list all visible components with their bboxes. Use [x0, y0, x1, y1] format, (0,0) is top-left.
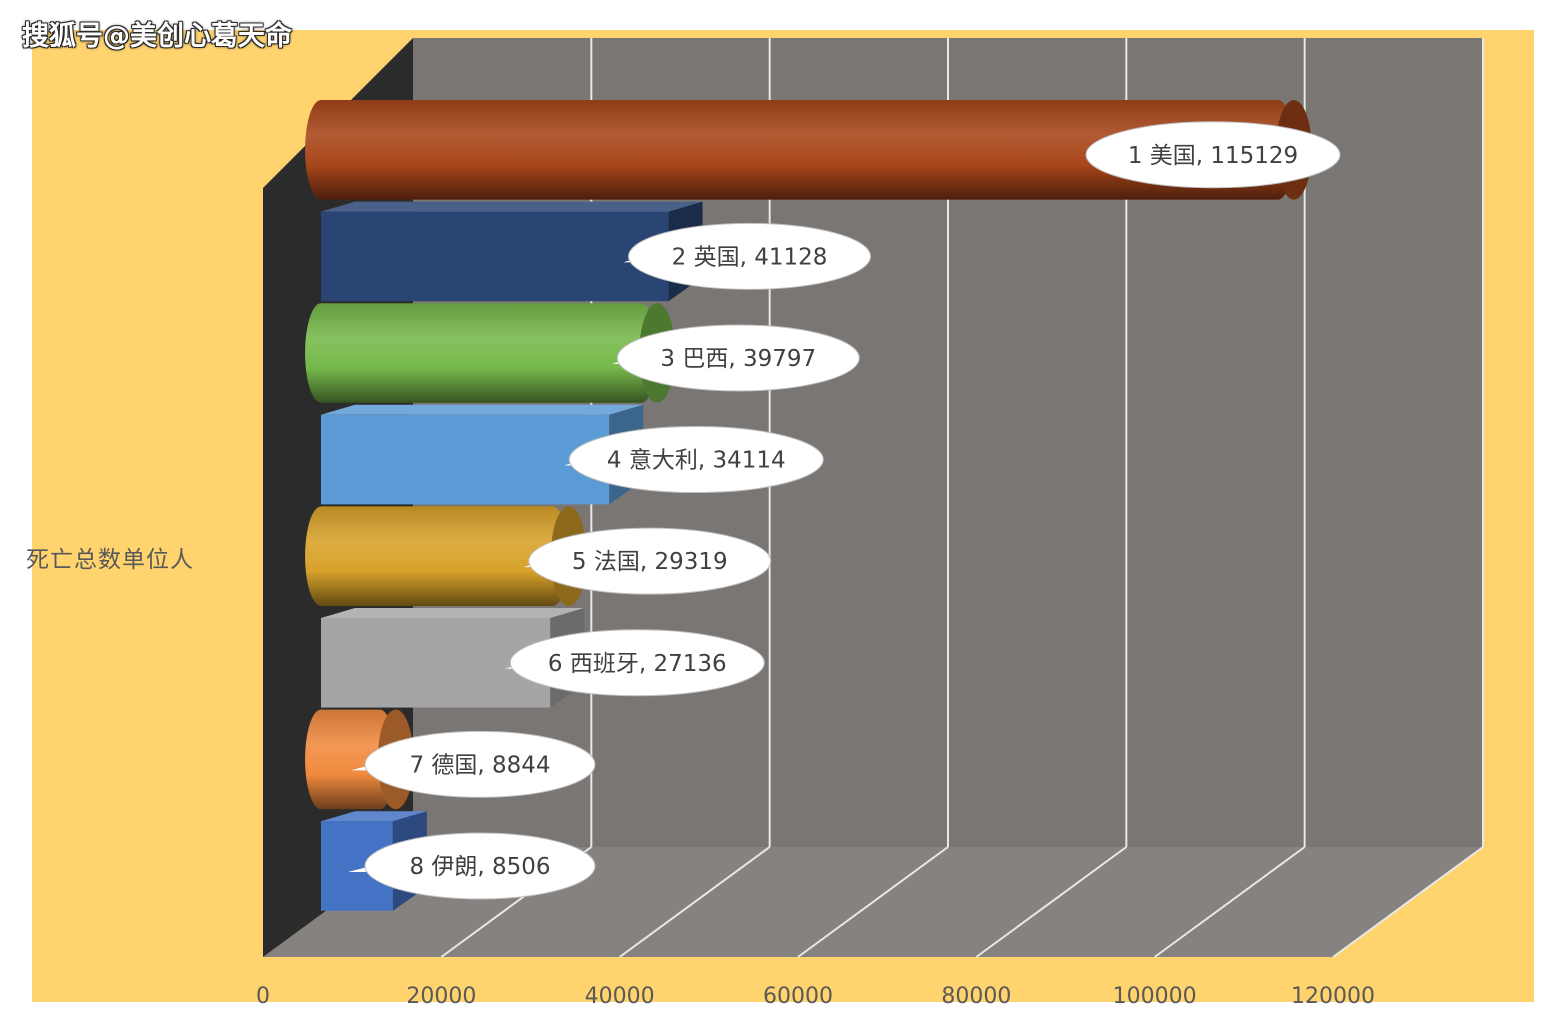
bar-front — [321, 211, 669, 302]
bar-top — [321, 811, 427, 822]
gridline — [619, 846, 771, 958]
watermark: 搜狐号@美创心葛天命 — [22, 21, 292, 52]
data-label-text: 3 巴西, 39797 — [660, 346, 816, 372]
data-label-bubble — [528, 527, 772, 595]
x-tick-label: 40000 — [585, 984, 655, 1009]
data-label-text: 4 意大利, 34114 — [607, 448, 786, 474]
gridline — [1154, 846, 1306, 958]
bar-body — [305, 506, 569, 606]
data-label: 7 德国, 8844 — [350, 730, 596, 798]
bar-top — [321, 201, 703, 212]
data-label: 6 西班牙, 27136 — [505, 629, 765, 697]
x-tick-label: 80000 — [941, 984, 1011, 1009]
data-label-text: 8 伊朗, 8506 — [409, 854, 550, 880]
data-label-text: 7 德国, 8844 — [409, 752, 550, 778]
data-label-bubble — [364, 730, 596, 798]
data-label: 2 英国, 41128 — [623, 222, 872, 290]
data-label-bubble — [509, 629, 765, 697]
x-tick-label: 120000 — [1291, 984, 1375, 1009]
data-label-bubble — [1085, 121, 1341, 189]
data-label-text: 6 西班牙, 27136 — [548, 651, 727, 677]
x-tick-label: 0 — [256, 984, 270, 1009]
bar-front — [321, 414, 610, 505]
x-tick-label: 100000 — [1113, 984, 1197, 1009]
x-tick-label: 20000 — [406, 984, 476, 1009]
y-axis-title: 死亡总数单位人 — [26, 547, 194, 573]
data-label-text: 1 美国, 115129 — [1128, 143, 1298, 169]
bar-body — [305, 709, 396, 810]
x-tick-label: 60000 — [763, 984, 833, 1009]
bar-body — [305, 100, 1294, 200]
bar-top — [321, 404, 644, 415]
data-label-bubble — [568, 426, 824, 494]
data-label-bubble — [628, 222, 872, 290]
data-label: 8 伊朗, 8506 — [347, 832, 596, 900]
gridline — [1332, 846, 1484, 958]
data-label: 3 巴西, 39797 — [612, 324, 860, 392]
data-label: 5 法国, 29319 — [523, 527, 772, 595]
bar-body — [305, 303, 658, 403]
gridline — [797, 846, 949, 958]
data-label-bubble — [616, 324, 860, 392]
data-label-text: 5 法国, 29319 — [572, 549, 728, 575]
bar-top — [321, 608, 585, 618]
gridline — [975, 846, 1127, 958]
data-label-text: 2 英国, 41128 — [672, 244, 828, 270]
data-label-bubble — [364, 832, 596, 900]
data-label: 1 美国, 115129 — [1085, 121, 1341, 189]
data-label: 4 意大利, 34114 — [564, 426, 824, 494]
